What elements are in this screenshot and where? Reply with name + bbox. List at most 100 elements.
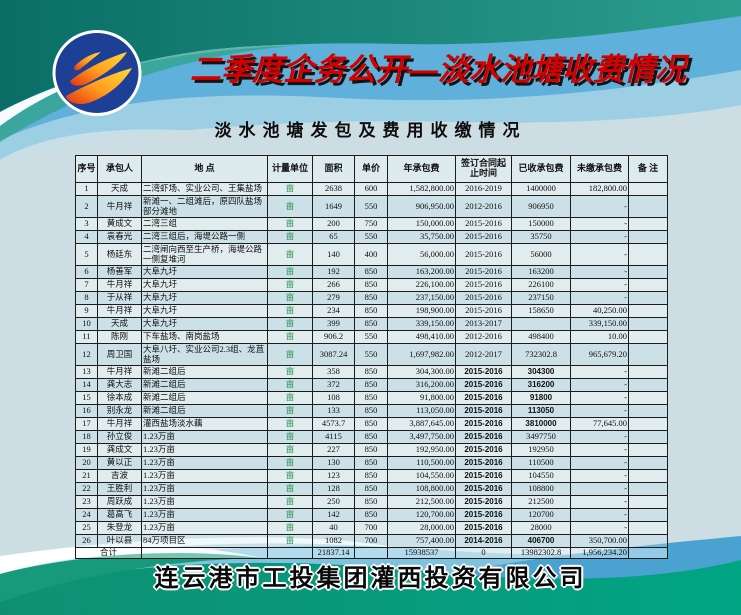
cell-area: 250 — [312, 495, 355, 509]
cell-period: 2015-2016 — [455, 291, 512, 305]
cell-unit: 亩 — [267, 317, 313, 331]
cell-no: 20 — [75, 456, 98, 470]
cell-unpaid: - — [570, 291, 629, 305]
cell-unit: 亩 — [267, 304, 313, 318]
cell-unpaid: 182,800.00 — [570, 182, 629, 196]
cell-price: 750 — [354, 217, 388, 231]
cell-annual: 316,200.00 — [387, 378, 456, 392]
cell-location: 灌西盐场淡水藕 — [141, 417, 268, 431]
cell-paid: 212500 — [511, 495, 571, 509]
cell-note — [628, 291, 668, 305]
cell-name: 孙立俊 — [97, 430, 142, 444]
cell-area: 1649 — [312, 195, 355, 218]
cell-name: 葛高飞 — [97, 508, 142, 522]
cell-period: 2015-2016 — [455, 430, 512, 444]
cell-area: 128 — [312, 482, 355, 496]
fee-table: 序号 承包人地 点计量单位 面积 单价 年承包费 签订合同起止时间 已收承包费 未缴承包费备 … — [75, 155, 668, 559]
table-row: 7 牛月祥 大阜九圩亩 266 850 226,100.00 2015-2016 226100… — [75, 278, 668, 292]
cell-no: 23 — [75, 495, 98, 509]
table-row: 19 龚成文 1.23万亩亩 227 850 192,950.00 2015-2016 192… — [75, 443, 668, 457]
cell-location: 下车盐场、南岗盐场 — [141, 330, 268, 344]
cell-name: 别永龙 — [97, 404, 142, 418]
cell-period: 2015-2016 — [455, 404, 512, 418]
cell-annual: 56,000.00 — [387, 243, 456, 266]
cell-unit: 亩 — [267, 521, 313, 535]
cell-no: 19 — [75, 443, 98, 457]
cell-annual: 120,700.00 — [387, 508, 456, 522]
table-caption: 淡水池塘发包及费用收缴情况 — [214, 121, 527, 140]
cell-paid: 304300 — [511, 365, 571, 379]
cell-unpaid: - — [570, 378, 629, 392]
table-row: 15 徐本成 新滩二组后亩 108 850 91,800.00 2015-2016 91800… — [75, 391, 668, 405]
table-row: 1 天成 二湾虾场、实业公司、王集盐场亩 2638 600 1,582,800.00 201… — [75, 182, 668, 196]
cell-paid: 316200 — [511, 378, 571, 392]
cell-price: 700 — [354, 534, 388, 548]
cell-note — [628, 330, 668, 344]
cell-period: 2015-2016 — [455, 417, 512, 431]
cell-unpaid: - — [570, 391, 629, 405]
cell-unit: 亩 — [267, 343, 313, 366]
cell-no: 16 — [75, 404, 98, 418]
cell-period: 2015-2016 — [455, 443, 512, 457]
cell-paid: 110500 — [511, 456, 571, 470]
cell-annual: 150,000.00 — [387, 217, 456, 231]
cell-location: 新滩二组后 — [141, 404, 268, 418]
cell-no: 8 — [75, 291, 98, 305]
cell-name: 杨廷东 — [97, 243, 142, 266]
cell-total-location — [141, 547, 268, 559]
table-row: 14 龚大志 新滩二组后亩 372 850 316,200.00 2015-2016 3162… — [75, 378, 668, 392]
cell-name: 叶以县 — [97, 534, 142, 548]
cell-area: 3087.24 — [312, 343, 355, 366]
cell-paid: 108800 — [511, 482, 571, 496]
table-row: 10 天成 大阜九圩亩 399 850 339,150.00 2013-2017 339,15… — [75, 317, 668, 331]
fee-table-header: 序号 承包人地 点计量单位 面积 单价 年承包费 签订合同起止时间 已收承包费 未缴承包费备 … — [75, 155, 668, 183]
logo-flame-top-icon — [74, 52, 101, 71]
cell-period: 2012-2016 — [455, 195, 512, 218]
cell-no: 3 — [75, 217, 98, 231]
cell-location: 二湾三组 — [141, 217, 268, 231]
cell-location: 二湾三组后，海堤公路一侧 — [141, 230, 268, 244]
cell-note — [628, 482, 668, 496]
cell-name: 吉波 — [97, 469, 142, 483]
cell-total-annual: 15938537 — [387, 547, 456, 559]
cell-no: 9 — [75, 304, 98, 318]
cell-unpaid: 339,150.00 — [570, 317, 629, 331]
cell-unpaid: - — [570, 217, 629, 231]
table-row: 12 周卫国 大阜八圩、实业公司2.3组、龙苴盐场亩 3087.24 550 1,697,… — [75, 343, 668, 366]
cell-unpaid: 40,250.00 — [570, 304, 629, 318]
logo-flame-mid-icon — [70, 52, 127, 86]
cell-annual: 28,000.00 — [387, 521, 456, 535]
cell-name: 黄成文 — [97, 217, 142, 231]
cell-note — [628, 508, 668, 522]
cell-annual: 237,150.00 — [387, 291, 456, 305]
cell-area: 192 — [312, 265, 355, 279]
table-row: 26 叶以县 84万项目区亩 1082 700 757,400.00 2014-2016 40… — [75, 534, 668, 548]
cell-price: 850 — [354, 291, 388, 305]
cell-annual: 906,950.00 — [387, 195, 456, 218]
cell-no: 7 — [75, 278, 98, 292]
cell-period: 2015-2016 — [455, 265, 512, 279]
cell-no: 12 — [75, 343, 98, 366]
cell-period: 2015-2016 — [455, 391, 512, 405]
table-row: 22 王胜利 1.23万亩亩 128 850 108,800.00 2015-2016 108… — [75, 482, 668, 496]
cell-paid: 91800 — [511, 391, 571, 405]
table-row: 4 袁春光 二湾三组后，海堤公路一侧亩 65 550 35,750.00 2015-2016… — [75, 230, 668, 244]
cell-unit: 亩 — [267, 443, 313, 457]
cell-total-price — [354, 547, 388, 559]
cell-location: 1.23万亩 — [141, 521, 268, 535]
cell-unit: 亩 — [267, 404, 313, 418]
cell-area: 234 — [312, 304, 355, 318]
table-row: 18 孙立俊 1.23万亩亩 4115 850 3,497,750.00 2015-2016… — [75, 430, 668, 444]
cell-note — [628, 304, 668, 318]
column-header-0: 序号 — [75, 155, 98, 183]
column-header-4: 面积 — [312, 155, 355, 183]
cell-name: 朱登龙 — [97, 521, 142, 535]
cell-note — [628, 391, 668, 405]
cell-period: 2015-2016 — [455, 482, 512, 496]
cell-area: 133 — [312, 404, 355, 418]
cell-area: 4573.7 — [312, 417, 355, 431]
cell-price: 850 — [354, 430, 388, 444]
cell-area: 200 — [312, 217, 355, 231]
cell-unpaid: - — [570, 443, 629, 457]
cell-location: 新滩二组后 — [141, 378, 268, 392]
